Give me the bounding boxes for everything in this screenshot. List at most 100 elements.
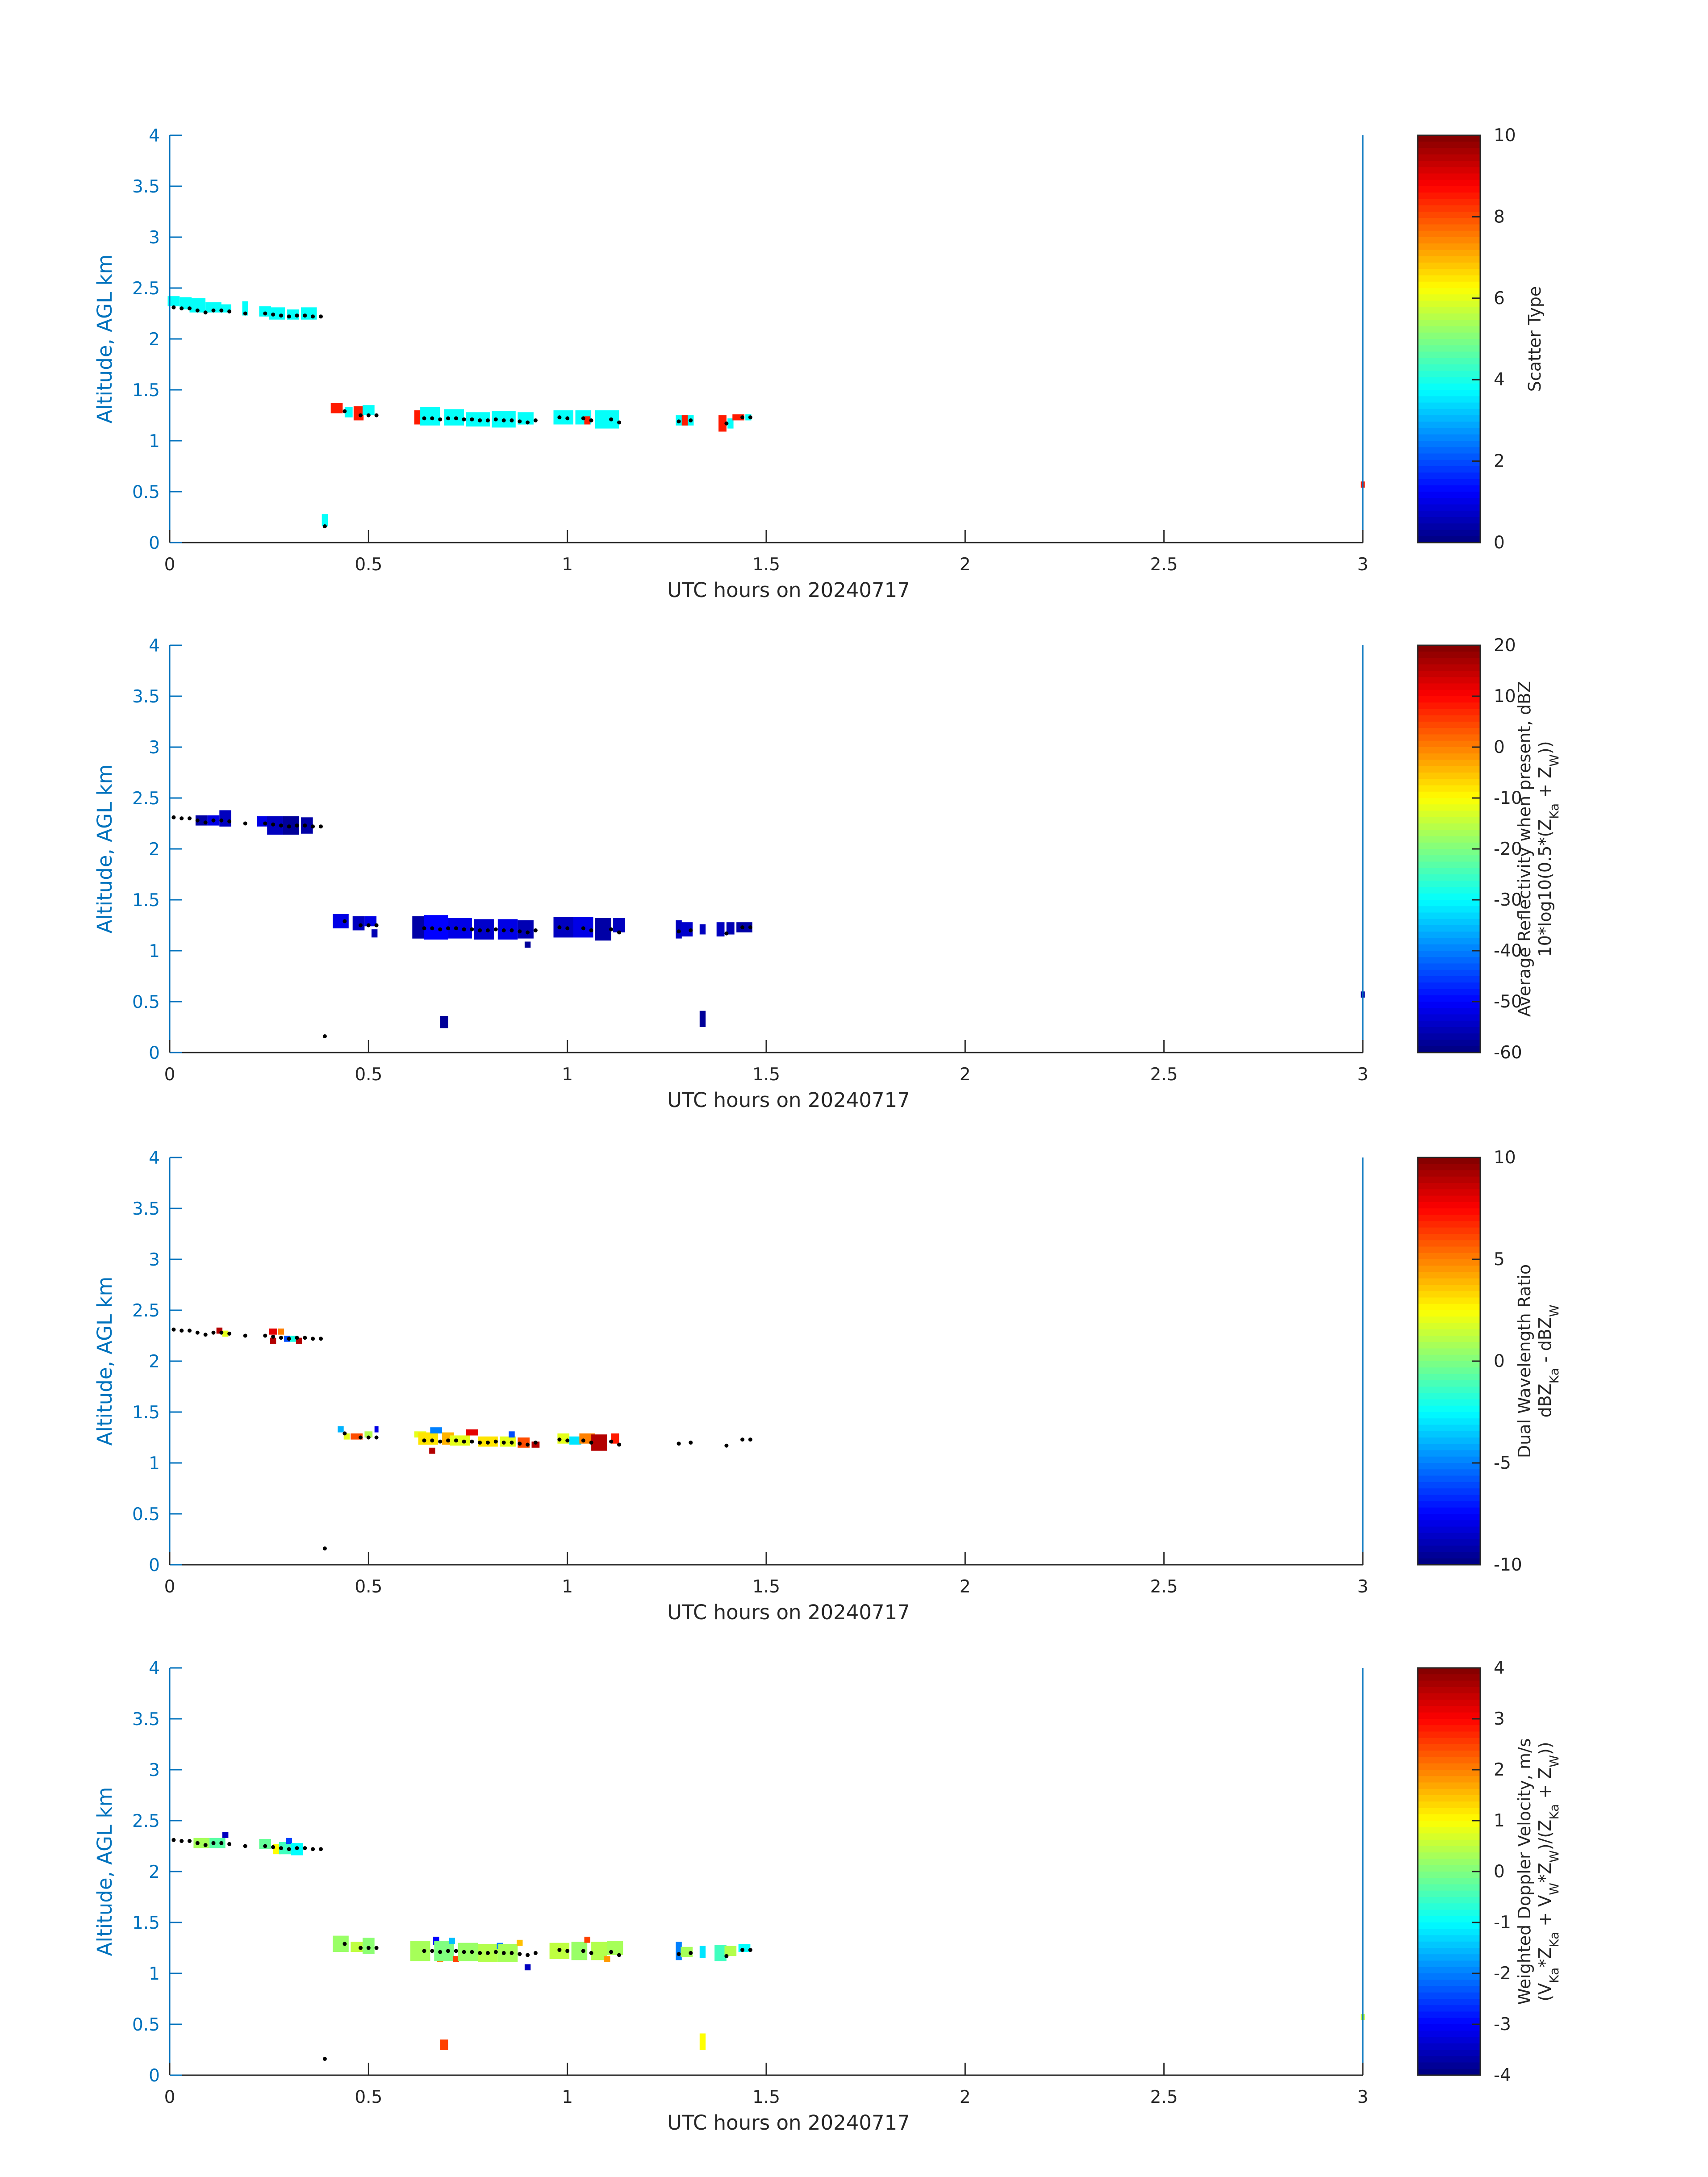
colorbar-segment — [1418, 154, 1480, 161]
y-tick-label: 1.5 — [132, 1913, 160, 1933]
altitude-marker — [303, 313, 307, 318]
altitude-marker — [359, 413, 363, 418]
colorbar: -60 -50 -40 -30 -20 -10 0 10 20 Average Reflectiv… — [1417, 635, 1562, 1063]
altitude-marker — [263, 311, 267, 316]
colorbar-segment — [1418, 1393, 1480, 1400]
x-tick-label: 3 — [1357, 555, 1369, 575]
data-cell — [440, 1015, 448, 1028]
altitude-marker — [565, 1949, 570, 1953]
colorbar-segment — [1418, 900, 1480, 907]
data-cell — [699, 1946, 706, 1958]
colorbar-segment — [1418, 1539, 1480, 1546]
altitude-marker — [374, 1946, 379, 1950]
altitude-marker — [271, 312, 276, 317]
altitude-marker — [180, 816, 184, 821]
colorbar-segment — [1418, 1463, 1480, 1470]
colorbar-segment — [1418, 351, 1480, 359]
colorbar-segment — [1418, 1507, 1480, 1514]
colorbar-segment — [1418, 428, 1480, 435]
altitude-marker — [438, 1950, 443, 1954]
altitude-marker — [430, 1949, 434, 1953]
colorbar-segment — [1418, 199, 1480, 206]
colorbar-segment — [1418, 1020, 1480, 1028]
altitude-marker — [740, 1437, 745, 1442]
altitude-marker — [748, 925, 752, 930]
colorbar-segment — [1418, 1520, 1480, 1527]
colorbar-segment — [1418, 212, 1480, 218]
colorbar-tick-label: 0 — [1494, 533, 1505, 553]
colorbar-segment — [1418, 1456, 1480, 1463]
altitude-marker — [478, 1951, 482, 1955]
altitude-marker — [219, 308, 224, 313]
altitude-marker — [677, 1442, 681, 1446]
altitude-marker — [740, 1948, 745, 1952]
y-tick-label: 2 — [149, 840, 160, 860]
altitude-marker — [518, 1442, 522, 1446]
colorbar-segment — [1418, 1482, 1480, 1489]
colorbar-segment — [1418, 1852, 1480, 1859]
colorbar-segment — [1418, 1027, 1480, 1034]
altitude-marker — [446, 926, 450, 931]
altitude-marker — [501, 418, 506, 422]
altitude-marker — [533, 1951, 538, 1955]
colorbar-tick-label: -10 — [1494, 788, 1522, 808]
colorbar-label: 10*log10(0.5*(ZKa + ZW)) — [1535, 741, 1562, 957]
altitude-marker — [454, 416, 458, 421]
data-cell — [167, 296, 180, 306]
colorbar-segment — [1418, 804, 1480, 811]
colorbar-segment — [1418, 734, 1480, 741]
colorbar-segment — [1418, 645, 1480, 652]
altitude-marker — [243, 1333, 247, 1338]
data-cell — [681, 415, 688, 426]
altitude-marker — [438, 1439, 443, 1444]
colorbar-segment — [1418, 275, 1480, 282]
colorbar-segment — [1418, 1475, 1480, 1483]
altitude-marker — [740, 415, 745, 420]
altitude-marker — [557, 925, 562, 930]
colorbar-segment — [1418, 167, 1480, 174]
x-tick-label: 2 — [960, 1577, 971, 1597]
altitude-marker — [470, 927, 474, 932]
colorbar-segment — [1418, 2024, 1480, 2031]
data-cell — [420, 407, 440, 426]
data-cell — [509, 1431, 515, 1437]
altitude-marker — [271, 822, 276, 827]
data-cell — [219, 810, 231, 827]
colorbar-segment — [1418, 728, 1480, 735]
altitude-marker — [509, 1951, 514, 1955]
x-tick-label: 3 — [1357, 1065, 1369, 1085]
altitude-marker — [589, 1440, 593, 1445]
colorbar-segment — [1418, 1367, 1480, 1375]
data-cell — [259, 1839, 271, 1849]
data-cell — [611, 1433, 619, 1444]
x-tick-label: 0 — [164, 1065, 175, 1085]
colorbar-tick-label: 10 — [1494, 686, 1516, 706]
altitude-marker — [342, 409, 347, 414]
colorbar-segment — [1418, 671, 1480, 677]
colorbar-segment — [1418, 1008, 1480, 1015]
altitude-marker — [422, 926, 426, 931]
data-cell — [363, 405, 375, 415]
y-tick-label: 4 — [149, 636, 160, 656]
y-tick-label: 3 — [149, 738, 160, 758]
colorbar-tick-label: 3 — [1494, 1709, 1505, 1729]
colorbar-tick-label: -2 — [1494, 1964, 1511, 1984]
colorbar-segment — [1418, 1719, 1480, 1726]
altitude-marker — [501, 928, 506, 932]
colorbar-segment — [1418, 1782, 1480, 1789]
colorbar-segment — [1418, 1246, 1480, 1254]
colorbar-segment — [1418, 498, 1480, 505]
colorbar-segment — [1418, 2050, 1480, 2056]
altitude-marker — [366, 1435, 371, 1440]
colorbar-segment — [1418, 301, 1480, 308]
altitude-marker — [374, 923, 379, 928]
colorbar-segment — [1418, 1278, 1480, 1285]
colorbar-segment — [1418, 683, 1480, 690]
colorbar-segment — [1418, 1706, 1480, 1713]
colorbar-segment — [1418, 1323, 1480, 1330]
colorbar-segment — [1418, 218, 1480, 225]
colorbar-tick-label: -60 — [1494, 1043, 1522, 1063]
colorbar-segment — [1418, 1776, 1480, 1783]
colorbar-segment — [1418, 785, 1480, 792]
data-cell — [205, 302, 221, 313]
